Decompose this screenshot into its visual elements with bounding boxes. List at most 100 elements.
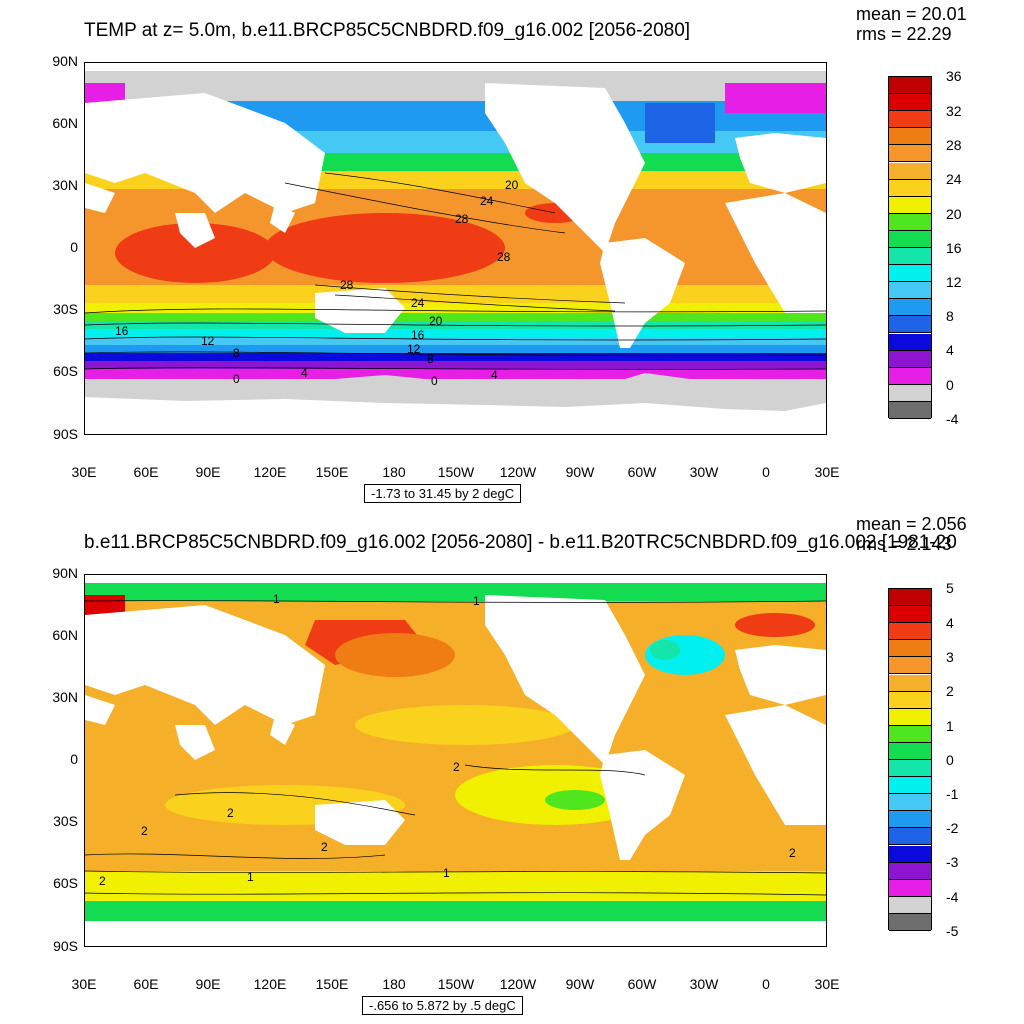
lat-label: 0: [70, 751, 78, 767]
legend-swatch: [889, 674, 931, 692]
contour-label: 1: [247, 870, 254, 884]
legend-swatch: [889, 265, 931, 283]
map-plot-area: 20 24 28 28 28 24 20 16 12 8 16 12 8 4 4…: [84, 62, 827, 435]
lon-label: 150E: [315, 976, 349, 992]
sst-map: 20 24 28 28 28 24 20 16 12 8 16 12 8 4 4…: [85, 63, 826, 434]
legend-label: 1: [946, 718, 954, 734]
lon-label: 150W: [437, 464, 475, 480]
sst-map-panel: TEMP at z= 5.0m, b.e11.BRCP85C5CNBDRD.f0…: [52, 4, 967, 503]
contour-label: 1: [473, 594, 480, 608]
legend-label: -4: [946, 411, 959, 427]
contour-label: 2: [141, 824, 148, 838]
legend-swatch: [889, 708, 931, 726]
lat-label: 30N: [52, 177, 78, 193]
legend-swatch: [889, 657, 931, 675]
lon-label: 180: [382, 464, 406, 480]
legend-label: 5: [946, 580, 954, 596]
contour-label: 2: [99, 874, 106, 888]
lat-label: 60N: [52, 627, 78, 643]
legend-swatch: [889, 94, 931, 112]
lon-label: 60E: [133, 976, 159, 992]
contour-label: 2: [227, 806, 234, 820]
legend-swatch: [889, 248, 931, 266]
lon-label: 60W: [627, 464, 657, 480]
legend-colorbar: [888, 588, 932, 931]
legend-label: 24: [946, 171, 962, 187]
legend-swatch: [889, 145, 931, 163]
stats-box: mean = 2.056 rms = 2.143: [856, 514, 967, 554]
lon-label: 0: [762, 976, 770, 992]
lon-label: 30W: [689, 464, 719, 480]
legend-label: -2: [946, 820, 959, 836]
contour-label: 12: [201, 334, 215, 348]
legend-swatch: [889, 213, 931, 231]
legend-swatch: [889, 282, 931, 300]
contour-label: 28: [497, 250, 511, 264]
contour-label: 2: [321, 840, 328, 854]
legend-label: -4: [946, 889, 959, 905]
map-title: TEMP at z= 5.0m, b.e11.BRCP85C5CNBDRD.f0…: [84, 20, 691, 41]
sst-diff-map: 1 1 2 2 2 2 2 1 1 2: [85, 575, 826, 946]
legend-swatch: [889, 128, 931, 146]
legend-label: 36: [946, 68, 962, 84]
lat-label: 90N: [52, 565, 78, 581]
legend-swatch: [889, 384, 931, 402]
legend-swatch: [889, 913, 931, 931]
mean-value: mean = 20.01: [856, 4, 967, 24]
contour-label: 8: [427, 352, 434, 366]
legend-swatch: [889, 862, 931, 880]
legend-swatch: [889, 828, 931, 846]
lat-label: 30S: [53, 813, 78, 829]
lon-label: 30E: [814, 976, 840, 992]
map-plot-area: 1 1 2 2 2 2 2 1 1 2: [84, 574, 827, 947]
lon-label: 30E: [71, 976, 97, 992]
contour-label: 20: [505, 178, 519, 192]
lon-label: 90W: [565, 976, 595, 992]
contour-label: 24: [480, 194, 494, 208]
legend-swatch: [889, 606, 931, 624]
legend-swatch: [889, 77, 931, 95]
contour-label: 16: [115, 324, 129, 338]
legend-label: 3: [946, 649, 954, 665]
legend-swatch: [889, 845, 931, 863]
contour-label: 16: [411, 328, 425, 342]
lat-label: 0: [70, 239, 78, 255]
lon-label: 30E: [71, 464, 97, 480]
contour-label: 1: [273, 592, 280, 606]
legend-label: 4: [946, 615, 954, 631]
contour-range-label: -.656 to 5.872 by .5 degC: [362, 996, 523, 1015]
legend-swatch: [889, 896, 931, 914]
legend-label: -3: [946, 854, 959, 870]
legend-colorbar: [888, 76, 932, 419]
legend-swatch: [889, 879, 931, 897]
lon-label: 30E: [814, 464, 840, 480]
legend-label: -5: [946, 923, 959, 939]
lon-label: 120E: [253, 976, 287, 992]
lon-label: 180: [382, 976, 406, 992]
legend-label: 4: [946, 342, 954, 358]
lon-label: 120W: [499, 976, 537, 992]
lon-label: 150E: [315, 464, 349, 480]
contour-label: 4: [491, 368, 498, 382]
legend-swatch: [889, 725, 931, 743]
lon-label: 0: [762, 464, 770, 480]
legend-label: 20: [946, 206, 962, 222]
lon-label: 90W: [565, 464, 595, 480]
legend-swatch: [889, 777, 931, 795]
contour-label: 24: [411, 296, 425, 310]
legend-swatch: [889, 760, 931, 778]
legend-label: 16: [946, 240, 962, 256]
contour-label: 0: [431, 374, 438, 388]
legend-swatch: [889, 230, 931, 248]
legend-swatch: [889, 179, 931, 197]
lat-label: 60S: [53, 875, 78, 891]
rms-value: rms = 22.29: [856, 24, 952, 44]
mean-value: mean = 2.056: [856, 514, 967, 534]
lat-label: 60N: [52, 115, 78, 131]
contour-label: 2: [789, 846, 796, 860]
legend-swatch: [889, 333, 931, 351]
contour-label: 12: [407, 342, 421, 356]
sst-diff-map-panel: b.e11.BRCP85C5CNBDRD.f09_g16.002 [2056-2…: [0, 512, 1024, 1024]
contour-label: 8: [233, 346, 240, 360]
legend-swatch: [889, 742, 931, 760]
